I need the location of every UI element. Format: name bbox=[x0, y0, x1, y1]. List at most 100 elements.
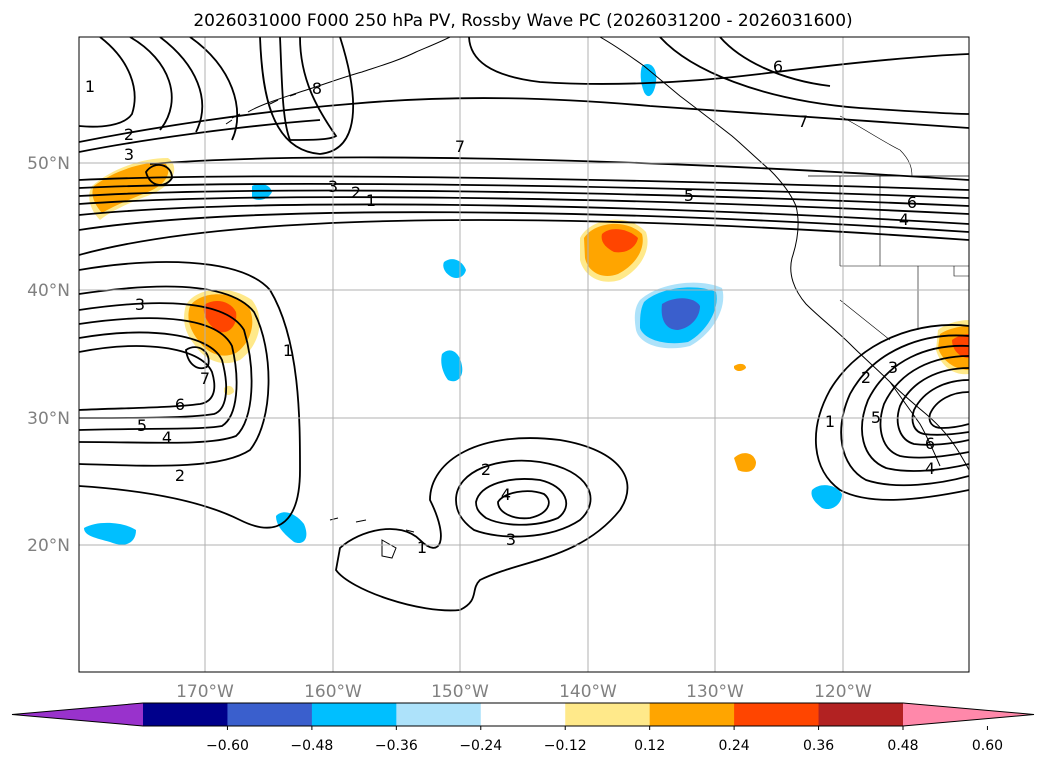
coastlines bbox=[225, 37, 969, 559]
contour-central-low-2 bbox=[455, 459, 592, 538]
contour-jet-1 bbox=[79, 219, 969, 256]
positive-anomaly-small-1 bbox=[734, 453, 756, 472]
map-panel: 1 2 3 6 8 7 7 3 2 1 5 6 4 3 1 7 6 5 4 2 bbox=[27, 36, 970, 702]
negative-anomaly-small-4 bbox=[84, 522, 136, 545]
contour-label: 1 bbox=[85, 77, 95, 96]
colorbar-segment bbox=[480, 703, 566, 726]
negative-anomaly-small-1 bbox=[441, 350, 463, 382]
colorbar-segment bbox=[311, 703, 397, 726]
contour-label: 5 bbox=[684, 186, 694, 205]
contour-nw-loop bbox=[79, 37, 136, 128]
colorbar-segment bbox=[396, 703, 482, 726]
map-title: 2026031000 F000 250 hPa PV, Rossby Wave … bbox=[193, 11, 852, 31]
colorbar-tick-label: −0.36 bbox=[375, 738, 418, 754]
contour-label: 2 bbox=[124, 125, 134, 144]
colorbar-tick-label: 0.36 bbox=[803, 738, 834, 754]
contour-west-trough-4 bbox=[79, 317, 238, 431]
contour-north-2 bbox=[79, 119, 321, 153]
positive-anomaly-nw-core bbox=[92, 162, 169, 213]
contour-north-3 bbox=[468, 37, 969, 85]
contour-label: 2 bbox=[481, 460, 491, 479]
colorbar-tick-label: 0.48 bbox=[887, 738, 918, 754]
lon-label-150w: 150°W bbox=[431, 682, 489, 702]
us-state-borders bbox=[839, 176, 969, 341]
negative-anomaly-small-6 bbox=[252, 184, 272, 200]
contour-label: 3 bbox=[135, 295, 145, 314]
contour-label: 6 bbox=[773, 57, 783, 76]
contour-central-low-3 bbox=[475, 478, 568, 526]
hawaiian-islands bbox=[329, 517, 415, 559]
lat-label-50n: 50°N bbox=[27, 154, 70, 174]
colorbar-tick-label: −0.12 bbox=[544, 738, 587, 754]
contour-nw-loop-3 bbox=[159, 37, 204, 133]
contour-central-low-4 bbox=[497, 490, 550, 520]
contour-east-low-5 bbox=[896, 367, 969, 446]
colorbar-segment bbox=[818, 703, 904, 726]
contour-west-trough-3 bbox=[79, 302, 253, 444]
map-frame bbox=[78, 36, 970, 673]
contour-west-trough-6 bbox=[79, 345, 216, 411]
lat-lon-grid bbox=[79, 37, 969, 672]
contour-label: 4 bbox=[925, 459, 935, 478]
colorbar-tick-label: 0.60 bbox=[972, 738, 1003, 754]
alaska-coast bbox=[247, 37, 451, 113]
colorbar-extend-high bbox=[903, 703, 1034, 726]
lat-label-30n: 30°N bbox=[27, 409, 70, 429]
lon-label-120w: 120°W bbox=[814, 682, 872, 702]
contour-jet-7 bbox=[79, 175, 969, 191]
contour-east-low-1 bbox=[815, 324, 969, 501]
negative-anomaly-small-3 bbox=[276, 512, 307, 544]
contour-label: 7 bbox=[200, 369, 210, 388]
contour-nw-loop-4 bbox=[189, 37, 239, 141]
contour-aleutian-outer bbox=[259, 37, 354, 155]
lon-label-170w: 170°W bbox=[176, 682, 234, 702]
lon-label-140w: 140°W bbox=[559, 682, 617, 702]
lon-label-130w: 130°W bbox=[686, 682, 744, 702]
lat-label-40n: 40°N bbox=[27, 281, 70, 301]
contour-label: 1 bbox=[825, 412, 835, 431]
contour-label: 5 bbox=[137, 416, 147, 435]
colorbar-outline bbox=[11, 702, 1035, 727]
colorbar-segment bbox=[734, 703, 820, 726]
contour-label: 7 bbox=[455, 137, 465, 156]
contour-jet-8 bbox=[149, 156, 969, 181]
contour-nw-cell bbox=[145, 164, 173, 186]
colorbar-tick-label: −0.24 bbox=[459, 738, 502, 754]
pv-contours bbox=[79, 37, 969, 612]
contour-label: 2 bbox=[351, 183, 361, 202]
contour-label: 3 bbox=[124, 145, 134, 164]
positive-anomaly-small-2 bbox=[734, 363, 746, 371]
longitude-labels: 170°W 160°W 150°W 140°W 130°W 120°W bbox=[176, 682, 872, 702]
colorbar-tick-label: −0.60 bbox=[206, 738, 249, 754]
canada-province-borders bbox=[839, 115, 913, 177]
contour-jet-2 bbox=[79, 211, 969, 233]
negative-anomaly-small-5 bbox=[811, 485, 842, 510]
contour-label: 1 bbox=[417, 538, 427, 557]
contour-east-low-6 bbox=[911, 379, 969, 436]
contour-label: 7 bbox=[798, 112, 808, 131]
contour-aleutian-trough bbox=[279, 37, 338, 141]
contour-label: 6 bbox=[175, 395, 185, 414]
contour-jet-4 bbox=[79, 196, 969, 215]
colorbar-segment bbox=[143, 703, 228, 726]
contour-pacnw-2 bbox=[659, 37, 969, 115]
contour-east-low-4 bbox=[879, 355, 969, 459]
colorbar: −0.60 −0.48 −0.36 −0.24 −0.12 0.12 0.24 0.36 0.4… bbox=[11, 702, 1035, 754]
contour-jet-6 bbox=[79, 183, 969, 199]
contour-label: 3 bbox=[328, 177, 338, 196]
contour-label: 4 bbox=[162, 428, 172, 447]
colorbar-segment bbox=[649, 703, 735, 726]
contour-labels: 1 2 3 6 8 7 7 3 2 1 5 6 4 3 1 7 6 5 4 2 bbox=[85, 57, 935, 557]
contour-label: 3 bbox=[888, 358, 898, 377]
latitude-labels: 50°N 40°N 30°N 20°N bbox=[27, 154, 70, 556]
colorbar-segment bbox=[565, 703, 651, 726]
alaska-panhandle-coast bbox=[599, 37, 969, 471]
contour-west-trough-7 bbox=[185, 346, 210, 370]
contour-label: 5 bbox=[871, 408, 881, 427]
contour-east-low-3 bbox=[861, 344, 969, 472]
colorbar-tick-label: 0.12 bbox=[634, 738, 665, 754]
lon-label-160w: 160°W bbox=[304, 682, 362, 702]
contour-jet-5 bbox=[79, 189, 969, 207]
contour-west-trough-2 bbox=[79, 285, 270, 467]
